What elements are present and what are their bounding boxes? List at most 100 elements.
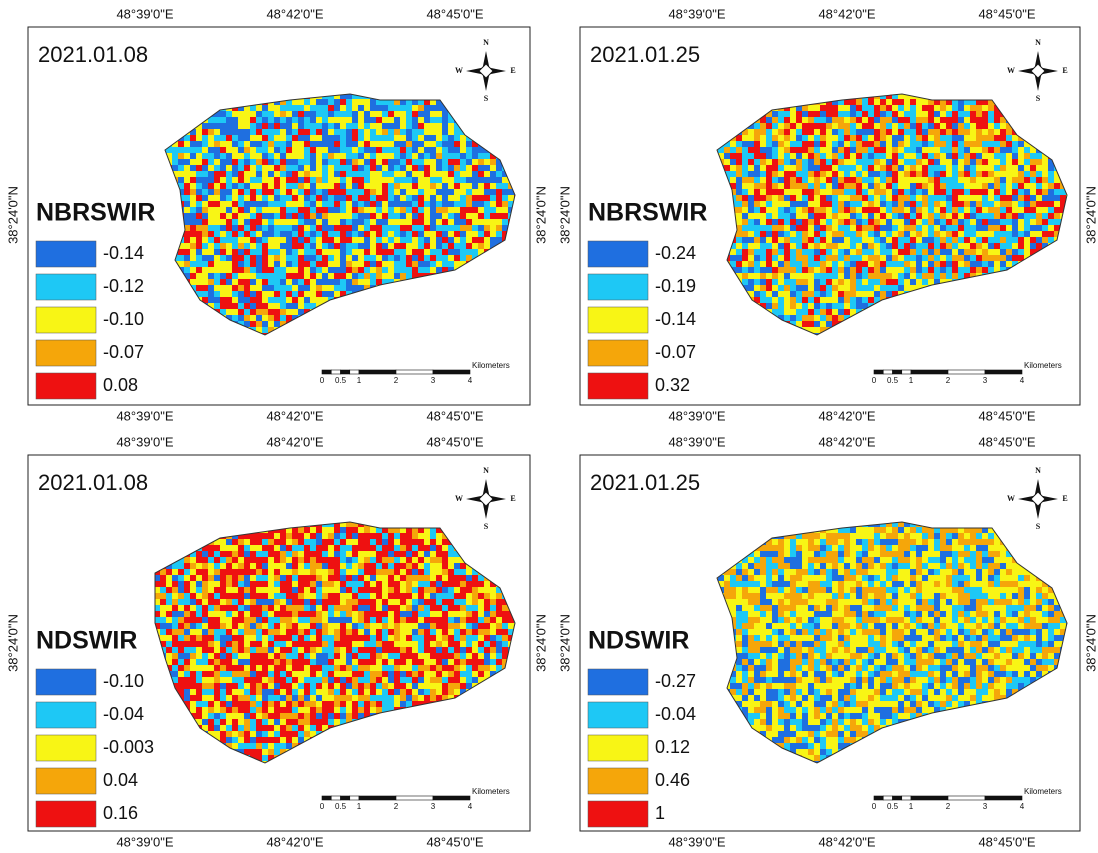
map-pixel — [1048, 201, 1054, 207]
map-pixel — [778, 297, 784, 303]
map-pixel — [970, 243, 976, 249]
map-pixel — [976, 219, 982, 225]
map-pixel — [376, 237, 382, 243]
map-pixel — [814, 165, 820, 171]
map-pixel — [250, 249, 256, 255]
map-pixel — [376, 141, 382, 147]
map-pixel — [952, 249, 958, 255]
map-pixel — [778, 195, 784, 201]
map-pixel — [856, 285, 862, 291]
map-pixel — [472, 195, 478, 201]
map-pixel — [970, 147, 976, 153]
map-pixel — [346, 165, 352, 171]
map-pixel — [340, 117, 346, 123]
map-pixel — [322, 201, 328, 207]
map-pixel — [472, 147, 478, 153]
map-pixel — [1006, 249, 1012, 255]
map-pixel — [424, 105, 430, 111]
map-pixel — [904, 261, 910, 267]
map-pixel — [328, 105, 334, 111]
map-pixel — [268, 219, 274, 225]
map-pixel — [214, 249, 220, 255]
map-pixel — [232, 183, 238, 189]
map-pixel — [286, 291, 292, 297]
map-pixel — [274, 207, 280, 213]
map-pixel — [1042, 207, 1048, 213]
map-pixel — [964, 177, 970, 183]
map-pixel — [958, 117, 964, 123]
map-pixel — [796, 237, 802, 243]
map-pixel — [190, 243, 196, 249]
map-pixel — [286, 147, 292, 153]
map-pixel — [916, 213, 922, 219]
map-pixel — [928, 219, 934, 225]
map-pixel — [340, 159, 346, 165]
map-pixel — [970, 171, 976, 177]
map-pixel — [274, 177, 280, 183]
map-pixel — [274, 135, 280, 141]
map-pixel — [316, 123, 322, 129]
map-pixel — [772, 189, 778, 195]
map-pixel — [268, 225, 274, 231]
map-pixel — [814, 297, 820, 303]
map-pixel — [430, 195, 436, 201]
map-pixel — [916, 195, 922, 201]
map-pixel — [400, 255, 406, 261]
map-pixel — [970, 255, 976, 261]
map-pixel — [418, 213, 424, 219]
map-pixel — [298, 123, 304, 129]
map-pixel — [238, 129, 244, 135]
map-pixel — [340, 249, 346, 255]
map-pixel — [496, 177, 502, 183]
map-pixel — [226, 207, 232, 213]
map-pixel — [310, 195, 316, 201]
map-pixel — [196, 273, 202, 279]
map-pixel — [334, 189, 340, 195]
map-pixel — [424, 183, 430, 189]
map-pixel — [820, 267, 826, 273]
map-pixel — [886, 201, 892, 207]
map-pixel — [418, 135, 424, 141]
map-pixel — [1000, 183, 1006, 189]
map-pixel — [964, 261, 970, 267]
map-pixel — [328, 135, 334, 141]
map-pixel — [256, 201, 262, 207]
map-pixel — [850, 195, 856, 201]
map-pixel — [286, 225, 292, 231]
map-pixel — [262, 183, 268, 189]
map-pixel — [202, 141, 208, 147]
map-pixel — [502, 201, 508, 207]
map-pixel — [214, 189, 220, 195]
map-pixel — [478, 213, 484, 219]
map-pixel — [214, 285, 220, 291]
map-pixel — [244, 147, 250, 153]
map-pixel — [310, 189, 316, 195]
map-pixel — [214, 273, 220, 279]
map-pixel — [322, 231, 328, 237]
map-pixel — [736, 261, 742, 267]
map-pixel — [934, 177, 940, 183]
map-pixel — [886, 177, 892, 183]
map-pixel — [214, 213, 220, 219]
map-pixel — [862, 117, 868, 123]
map-pixel — [796, 147, 802, 153]
map-pixel — [910, 159, 916, 165]
map-pixel — [472, 237, 478, 243]
map-pixel — [844, 279, 850, 285]
map-pixel — [502, 213, 508, 219]
map-pixel — [1018, 225, 1024, 231]
map-pixel — [1000, 195, 1006, 201]
map-pixel — [304, 183, 310, 189]
map-pixel — [946, 171, 952, 177]
map-pixel — [946, 231, 952, 237]
map-pixel — [874, 243, 880, 249]
map-pixel — [1012, 219, 1018, 225]
map-pixel — [298, 141, 304, 147]
map-pixel — [226, 273, 232, 279]
map-pixel — [238, 243, 244, 249]
map-pixel — [364, 249, 370, 255]
map-pixel — [994, 201, 1000, 207]
map-pixel — [262, 147, 268, 153]
map-pixel — [820, 129, 826, 135]
map-pixel — [808, 273, 814, 279]
